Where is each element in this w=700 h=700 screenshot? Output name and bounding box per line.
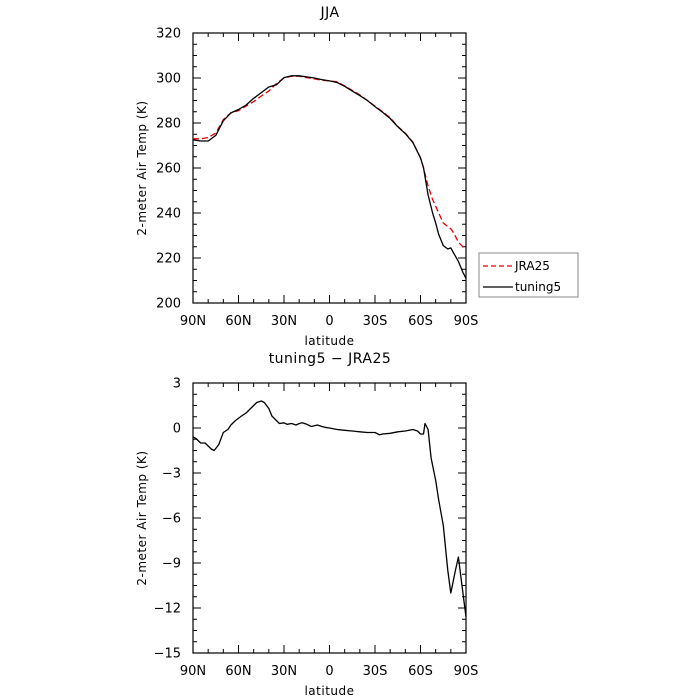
top-y-tick-label: 260 — [156, 162, 181, 177]
top-x-tick-label: 90S — [454, 314, 479, 329]
bottom-x-tick-label: 90N — [180, 664, 206, 679]
top-y-tick-label: 300 — [156, 72, 181, 87]
top-series-line-tuning5 — [193, 75, 466, 279]
bottom-y-tick-label: −15 — [154, 647, 181, 662]
top-x-tick-label: 30S — [363, 314, 388, 329]
top-panel: 90N 60N 30N 0 30S 60S 90S 200 220 240 260 280 300 320… — [135, 27, 478, 349]
top-y-axis-title: 2-meter Air Temp (K) — [135, 100, 149, 235]
bottom-panel: 90N 60N 30N 0 30S 60S 90S −15 −12 −9 −6 −3 0 3 latitud… — [135, 377, 478, 699]
bottom-y-tick-label: 3 — [173, 377, 181, 392]
legend-label-tuning5: tuning5 — [515, 280, 561, 294]
bottom-y-axis-title: 2-meter Air Temp (K) — [135, 450, 149, 585]
top-y-tick-label: 220 — [156, 252, 181, 267]
legend-box — [478, 252, 579, 298]
legend-label-jra25: JRA25 — [514, 259, 550, 273]
bottom-y-tick-label: −9 — [162, 557, 181, 572]
bottom-x-tick-label: 60N — [225, 664, 251, 679]
top-x-tick-label: 90N — [180, 314, 206, 329]
bottom-y-tick-label: −12 — [154, 602, 181, 617]
top-x-tick-label: 60N — [225, 314, 251, 329]
bottom-x-tick-label: 90S — [454, 664, 479, 679]
bottom-x-tick-label: 0 — [325, 664, 333, 679]
legend: JRA25 tuning5 — [478, 252, 579, 298]
bottom-y-tick-label: 0 — [173, 422, 181, 437]
bottom-series-line-difference — [193, 400, 466, 618]
top-y-tick-label: 240 — [156, 207, 181, 222]
bottom-panel-title: tuning5 − JRA25 — [269, 351, 392, 367]
bottom-x-tick-label: 60S — [408, 664, 433, 679]
top-plot-frame — [192, 32, 467, 304]
top-y-tick-label: 200 — [156, 297, 181, 312]
top-y-tick-label: 320 — [156, 27, 181, 42]
top-x-axis-title: latitude — [304, 334, 354, 348]
bottom-x-axis-title: latitude — [304, 684, 354, 698]
top-series-line-jra25 — [193, 75, 466, 249]
top-x-tick-label: 0 — [325, 314, 333, 329]
bottom-x-tick-label: 30S — [363, 664, 388, 679]
bottom-y-tick-label: −3 — [162, 467, 181, 482]
top-panel-title: JJA — [319, 5, 339, 21]
bottom-x-tick-label: 30N — [271, 664, 297, 679]
top-x-tick-label: 30N — [271, 314, 297, 329]
bottom-y-tick-label: −6 — [162, 512, 181, 527]
top-x-tick-label: 60S — [408, 314, 433, 329]
top-y-tick-label: 280 — [156, 117, 181, 132]
